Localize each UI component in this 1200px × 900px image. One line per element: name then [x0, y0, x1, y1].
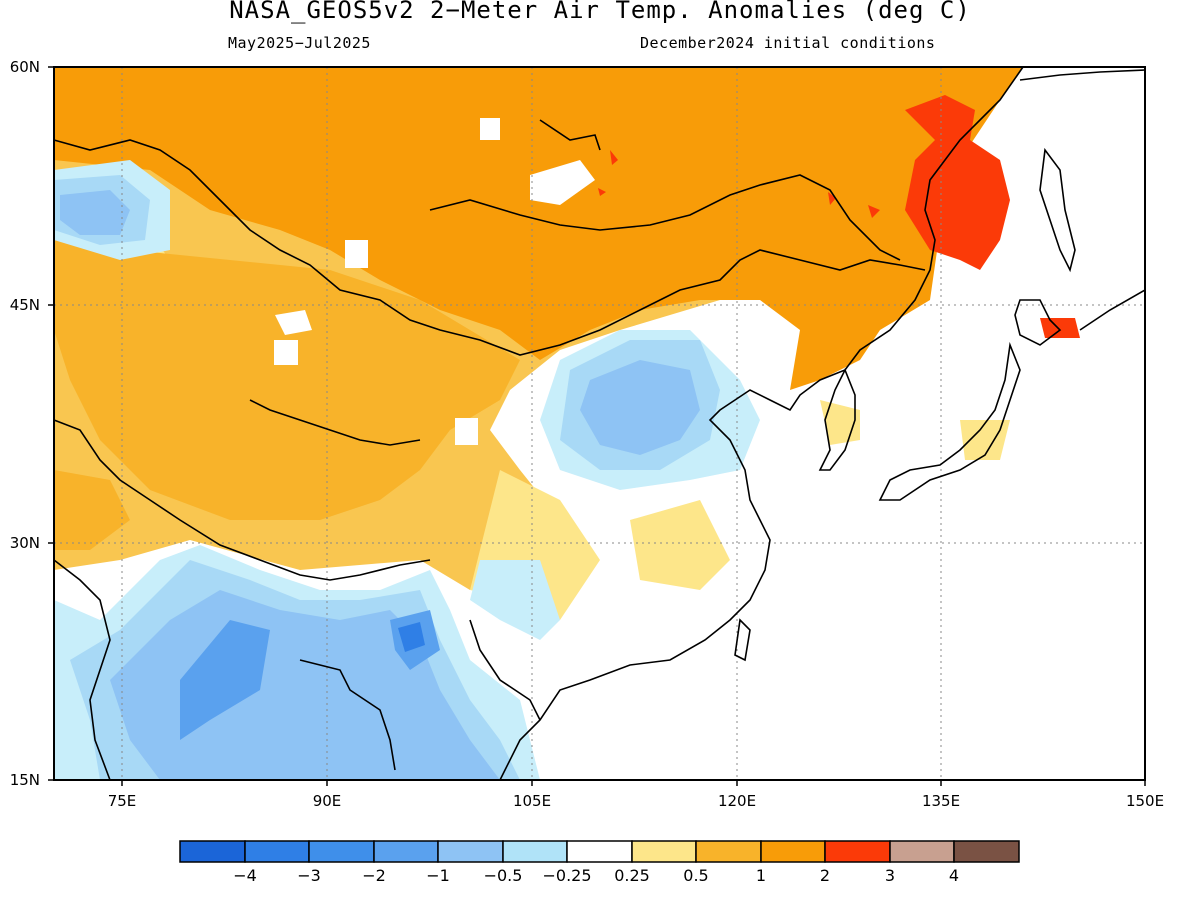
lon-label-105e: 105E: [513, 792, 551, 810]
lat-label-30n: 30N: [10, 534, 40, 552]
anomaly-n1-region-central: [580, 360, 700, 455]
anomaly-n1-region-nw: [60, 190, 130, 235]
colorbar-swatch-8: [631, 840, 697, 863]
lat-label-45n: 45N: [10, 296, 40, 314]
axis-ticks: [48, 66, 1146, 786]
map-frame: [53, 66, 1146, 781]
lon-label-135e: 135E: [922, 792, 960, 810]
colorbar-swatch-9: [695, 840, 762, 863]
lon-label-75e: 75E: [108, 792, 137, 810]
colorbar-label: −0.25: [542, 866, 591, 885]
colorbar-swatch-13: [953, 840, 1020, 863]
lat-label-15n: 15N: [10, 771, 40, 789]
anomaly-field: [54, 67, 1145, 780]
colorbar-label: 0.25: [614, 866, 650, 885]
anomaly-n3-region-south: [398, 622, 425, 652]
colorbar-label: 0.5: [683, 866, 708, 885]
colorbar-label: −4: [233, 866, 257, 885]
colorbar-label: 2: [820, 866, 830, 885]
map-title: NASA_GEOS5v2 2−Meter Air Temp. Anomalies…: [229, 0, 971, 24]
colorbar-swatch-10: [760, 840, 826, 863]
anomaly-p1-region: [54, 190, 520, 550]
coastlines-borders: [53, 66, 1146, 781]
anomaly-p025-region: [70, 200, 1010, 620]
colorbar-label: −2: [362, 866, 386, 885]
colorbar-swatch-5: [437, 840, 504, 863]
colorbar-label: −3: [297, 866, 321, 885]
colorbar-label: 3: [885, 866, 895, 885]
colorbar-swatch-11: [824, 840, 891, 863]
colorbar-swatch-1: [179, 840, 246, 863]
colorbar: [179, 840, 1020, 863]
gridlines: [54, 67, 1145, 780]
colorbar-swatch-4: [373, 840, 439, 863]
colorbar-swatch-3: [308, 840, 375, 863]
lon-label-150e: 150E: [1126, 792, 1164, 810]
initial-conditions: December2024 initial conditions: [640, 34, 936, 52]
anomaly-p2-region: [54, 67, 1023, 390]
colorbar-label: −1: [426, 866, 450, 885]
anomaly-p3-region-hokkaido: [1040, 318, 1080, 338]
colorbar-swatch-2: [244, 840, 310, 863]
colorbar-swatch-6: [502, 840, 568, 863]
colorbar-swatch-12: [889, 840, 955, 863]
forecast-period: May2025−Jul2025: [228, 34, 371, 52]
lon-label-120e: 120E: [718, 792, 756, 810]
colorbar-label: 4: [949, 866, 959, 885]
anomaly-n2-region-south: [180, 610, 440, 740]
colorbar-swatch-7: [566, 840, 633, 863]
colorbar-label: −0.5: [484, 866, 523, 885]
lat-label-60n: 60N: [10, 58, 40, 76]
lon-label-90e: 90E: [313, 792, 342, 810]
colorbar-label: 1: [756, 866, 766, 885]
colorbar-labels: −4 −3 −2 −1 −0.5 −0.25 0.25 0.5 1 2 3 4: [233, 866, 959, 885]
